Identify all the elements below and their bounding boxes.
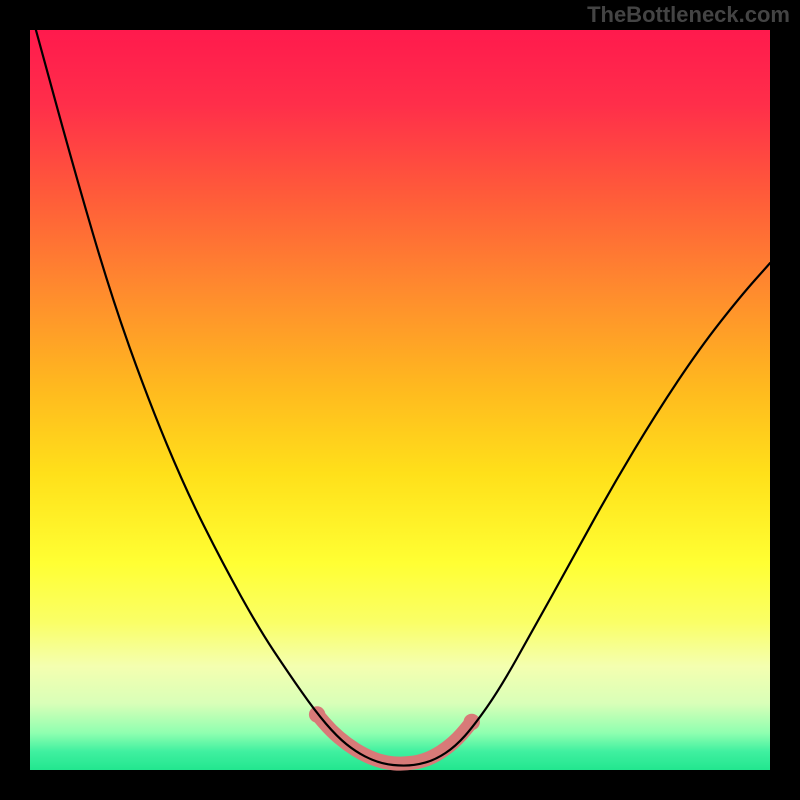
watermark-text: TheBottleneck.com: [587, 2, 790, 28]
chart-gradient-background: [30, 30, 770, 770]
bottleneck-chart: [0, 0, 800, 800]
